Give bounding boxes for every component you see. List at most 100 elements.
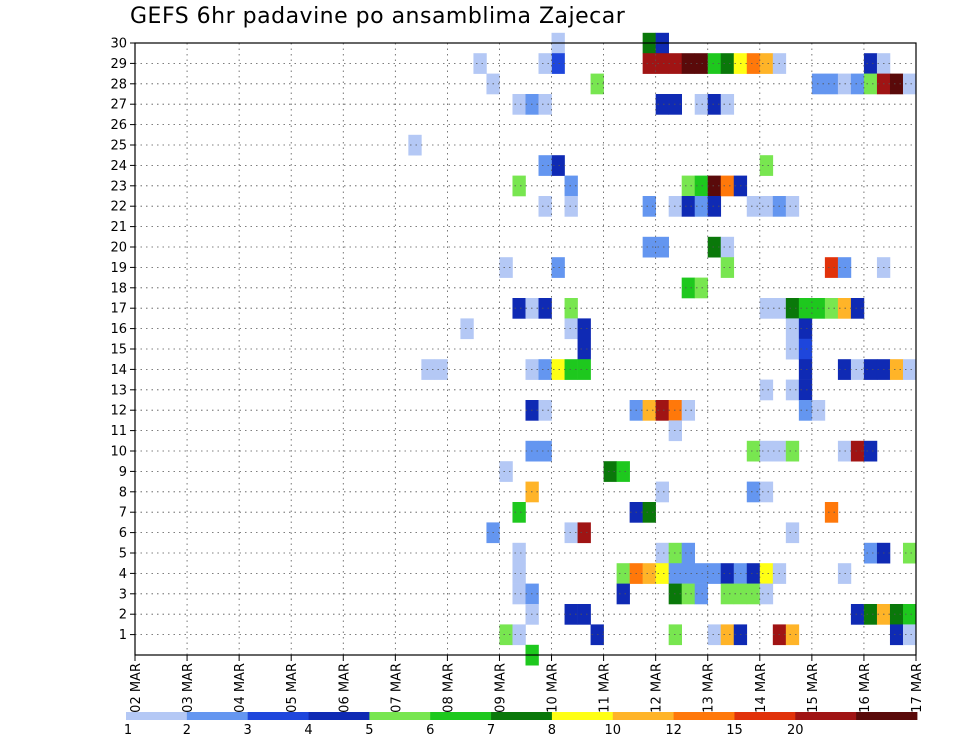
heatmap-cell bbox=[538, 53, 552, 74]
heatmap-cell bbox=[824, 298, 839, 319]
colorbar-swatch bbox=[430, 712, 492, 720]
heatmap-cell bbox=[512, 298, 526, 319]
colorbar-label: 5 bbox=[365, 723, 373, 738]
heatmap-cell bbox=[746, 583, 761, 605]
y-tick-label: 7 bbox=[119, 506, 127, 521]
y-tick-label: 5 bbox=[119, 547, 127, 562]
heatmap-cell bbox=[850, 73, 865, 95]
heatmap-cell bbox=[863, 604, 878, 625]
y-tick-label: 2 bbox=[119, 608, 127, 623]
heatmap-cell bbox=[759, 196, 774, 217]
heatmap-cell bbox=[499, 461, 513, 482]
colorbar-label: 2 bbox=[183, 723, 191, 738]
heatmap-cell bbox=[694, 583, 709, 605]
x-tick-label: 10 MAR bbox=[546, 663, 561, 713]
y-tick-label: 13 bbox=[110, 383, 127, 398]
heatmap-cell bbox=[707, 236, 722, 258]
heatmap-cell bbox=[889, 604, 904, 625]
colorbar-swatch bbox=[369, 712, 431, 720]
heatmap-cell bbox=[681, 400, 696, 421]
heatmap-cell bbox=[551, 155, 565, 176]
heatmap-cell bbox=[564, 196, 578, 217]
heatmap-cell bbox=[811, 298, 826, 319]
heatmap-cell bbox=[538, 359, 552, 380]
y-tick-label: 17 bbox=[110, 302, 127, 317]
heatmap-cell bbox=[694, 175, 709, 197]
heatmap-cell bbox=[551, 257, 565, 278]
y-tick-label: 10 bbox=[110, 445, 127, 460]
heatmap-cell bbox=[798, 400, 813, 421]
x-tick-label: 02 MAR bbox=[129, 663, 144, 713]
heatmap-cell bbox=[577, 522, 591, 544]
colorbar-swatch bbox=[673, 712, 735, 720]
heatmap-cell bbox=[746, 440, 761, 462]
y-tick-label: 1 bbox=[119, 628, 127, 643]
heatmap-cell bbox=[577, 338, 591, 360]
heatmap-cell bbox=[902, 542, 917, 564]
colorbar: 1 2 3 4 5 6 7 8 10 12 15 20 bbox=[124, 712, 918, 738]
heatmap-cell bbox=[655, 53, 669, 74]
colorbar-label: 3 bbox=[244, 723, 252, 738]
heatmap-cell bbox=[512, 563, 526, 584]
heatmap-cell bbox=[538, 400, 552, 421]
heatmap-cell bbox=[564, 318, 578, 340]
x-axis: 02 MAR 03 MAR 04 MAR 05 MAR 06 MAR 07 MAR 08 M… bbox=[129, 655, 925, 713]
heatmap-cell bbox=[759, 563, 774, 584]
heatmap-cell bbox=[707, 624, 722, 646]
heatmap-cell bbox=[642, 196, 656, 217]
heatmap-cell bbox=[850, 359, 865, 380]
heatmap-cell bbox=[512, 502, 526, 523]
x-tick-label: 08 MAR bbox=[441, 663, 456, 713]
heatmap-cell bbox=[512, 175, 526, 197]
heatmap-cell bbox=[720, 624, 735, 646]
y-tick-label: 22 bbox=[110, 200, 127, 215]
x-tick-label: 05 MAR bbox=[285, 663, 300, 713]
heatmap-cell bbox=[850, 604, 865, 625]
heatmap-cell bbox=[577, 359, 591, 380]
heatmap-cell bbox=[759, 155, 774, 176]
y-tick-label: 30 bbox=[110, 37, 127, 52]
heatmap-cell bbox=[564, 359, 578, 380]
colorbar-swatch bbox=[491, 712, 553, 720]
colorbar-label: 12 bbox=[665, 723, 682, 738]
heatmap-cell bbox=[785, 624, 800, 646]
heatmap-cell bbox=[564, 522, 578, 544]
heatmap-cell bbox=[824, 502, 839, 523]
heatmap-cell bbox=[798, 359, 813, 380]
heatmap-cell bbox=[564, 298, 578, 319]
heatmap-cell bbox=[759, 440, 774, 462]
heatmap-cell bbox=[694, 277, 709, 299]
x-tick-label: 09 MAR bbox=[493, 663, 508, 713]
y-tick-label: 3 bbox=[119, 587, 127, 602]
colorbar-label: 20 bbox=[787, 723, 804, 738]
heatmap-cell bbox=[655, 400, 669, 421]
heatmap-cell bbox=[616, 461, 630, 482]
x-tick-label: 03 MAR bbox=[181, 663, 196, 713]
heatmap-cell bbox=[824, 257, 839, 278]
heatmap-cell bbox=[551, 53, 565, 74]
heatmap-cell bbox=[655, 236, 669, 258]
heatmap-cell bbox=[655, 563, 669, 584]
heatmap-cell bbox=[538, 196, 552, 217]
heatmap-cell bbox=[746, 481, 761, 503]
colorbar-label: 15 bbox=[726, 723, 743, 738]
heatmap-cell bbox=[681, 583, 696, 605]
heatmap-cell bbox=[707, 175, 722, 197]
heatmap-cell bbox=[720, 563, 735, 584]
heatmap-cell bbox=[785, 379, 800, 401]
heatmap-cell bbox=[694, 196, 709, 217]
y-axis: 1234567891011121314151617181920212223242… bbox=[110, 37, 135, 643]
heatmap-cell bbox=[538, 94, 552, 115]
heatmap-cell bbox=[434, 359, 448, 380]
heatmap-cell bbox=[759, 298, 774, 319]
colorbar-swatch bbox=[856, 712, 918, 720]
heatmap-cell bbox=[746, 53, 761, 74]
y-tick-label: 28 bbox=[110, 77, 127, 92]
colorbar-swatch bbox=[551, 712, 614, 720]
y-tick-label: 15 bbox=[110, 343, 127, 358]
y-tick-label: 29 bbox=[110, 57, 127, 72]
colorbar-swatch bbox=[186, 712, 249, 720]
heatmap-cell bbox=[863, 542, 878, 564]
heatmap-cell bbox=[603, 461, 617, 482]
